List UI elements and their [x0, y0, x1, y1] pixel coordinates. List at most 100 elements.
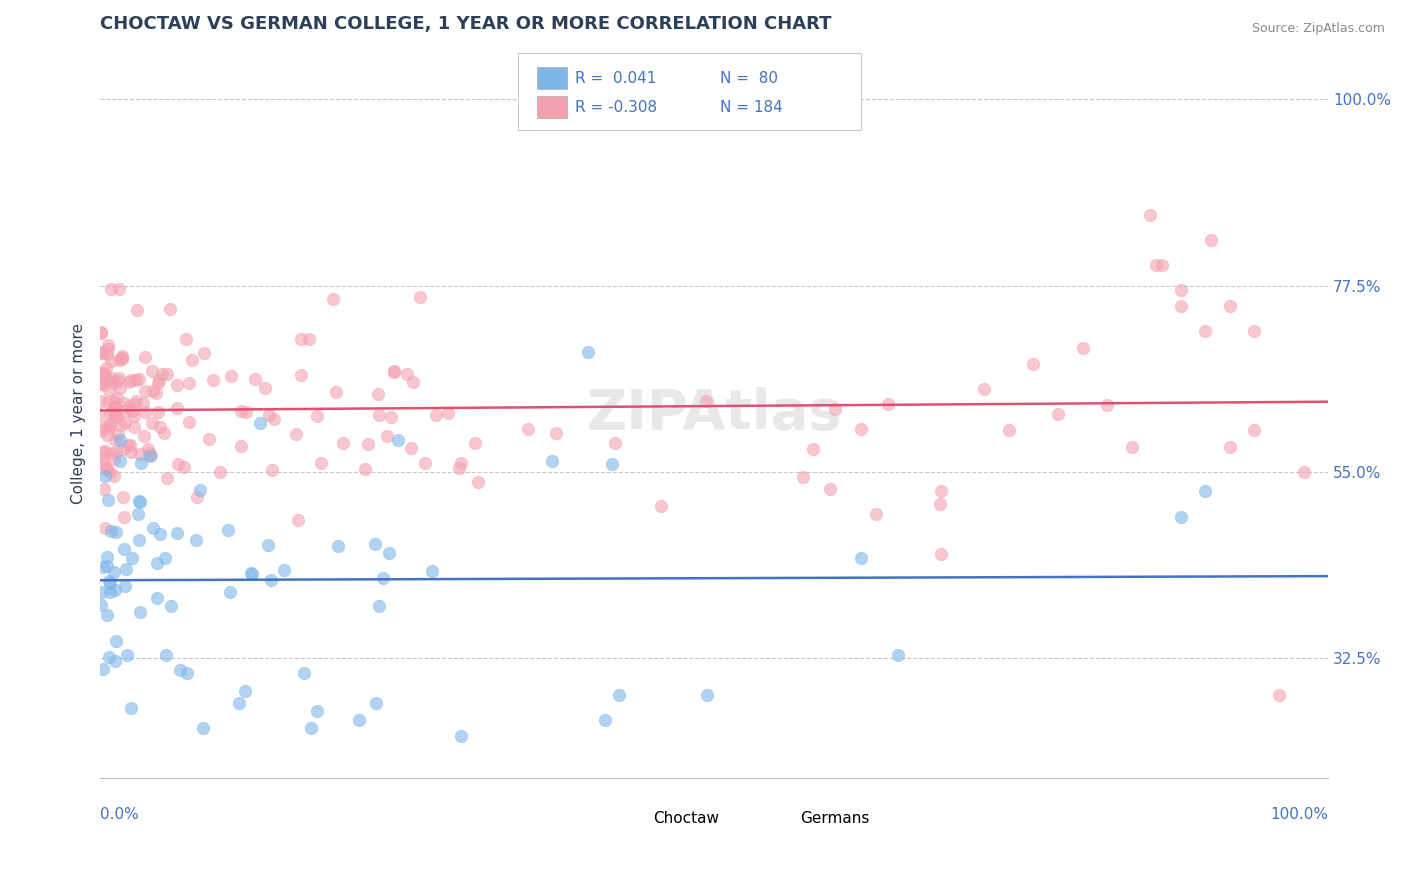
Point	[1201, 233, 1223, 247]
Point	[1139, 208, 1161, 222]
Point	[865, 507, 887, 521]
Point	[364, 536, 387, 550]
Point	[124, 373, 146, 387]
Text: 0.0%: 0.0%	[100, 806, 139, 822]
Point	[110, 418, 132, 433]
Point	[103, 406, 125, 420]
Point	[450, 729, 472, 743]
Point	[249, 416, 271, 430]
Point	[104, 400, 127, 414]
Point	[114, 579, 136, 593]
Point	[96, 463, 118, 477]
Point	[233, 683, 256, 698]
Point	[142, 384, 165, 398]
Point	[1071, 341, 1094, 355]
FancyBboxPatch shape	[537, 96, 567, 119]
Text: 100.0%: 100.0%	[1270, 806, 1329, 822]
Point	[125, 302, 148, 317]
Point	[142, 521, 165, 535]
Point	[467, 475, 489, 489]
Point	[94, 444, 117, 458]
Point	[603, 435, 626, 450]
Point	[929, 483, 952, 498]
Point	[420, 564, 443, 578]
Point	[129, 456, 152, 470]
Point	[94, 360, 117, 375]
Point	[96, 461, 118, 475]
Point	[145, 556, 167, 570]
Point	[132, 428, 155, 442]
Point	[301, 721, 323, 735]
Point	[90, 420, 112, 434]
Point	[128, 372, 150, 386]
Point	[887, 648, 910, 663]
Point	[93, 468, 115, 483]
Text: CHOCTAW VS GERMAN COLLEGE, 1 YEAR OR MORE CORRELATION CHART: CHOCTAW VS GERMAN COLLEGE, 1 YEAR OR MOR…	[100, 15, 831, 33]
Point	[117, 437, 139, 451]
Point	[851, 551, 873, 566]
Point	[257, 409, 280, 423]
Point	[1095, 398, 1118, 412]
Point	[243, 372, 266, 386]
Point	[231, 439, 253, 453]
Point	[546, 425, 568, 440]
Text: Source: ZipAtlas.com: Source: ZipAtlas.com	[1251, 22, 1385, 36]
Point	[1268, 688, 1291, 702]
Point	[368, 599, 391, 613]
Point	[93, 366, 115, 380]
Point	[1152, 258, 1174, 272]
Point	[122, 409, 145, 423]
Point	[820, 482, 842, 496]
Point	[111, 352, 134, 367]
Point	[105, 410, 128, 425]
Point	[128, 533, 150, 548]
Point	[290, 332, 312, 346]
Point	[166, 401, 188, 416]
Point	[98, 406, 121, 420]
Point	[104, 583, 127, 598]
Point	[218, 585, 240, 599]
Point	[209, 465, 232, 479]
Point	[180, 353, 202, 368]
Point	[97, 649, 120, 664]
Point	[929, 497, 952, 511]
Y-axis label: College, 1 year or more: College, 1 year or more	[72, 323, 86, 504]
Point	[167, 457, 190, 471]
Point	[824, 401, 846, 416]
Point	[120, 438, 142, 452]
Point	[184, 533, 207, 548]
Point	[257, 538, 280, 552]
Point	[97, 372, 120, 386]
Point	[138, 449, 160, 463]
Point	[112, 442, 135, 457]
Point	[415, 456, 437, 470]
Text: R = -0.308: R = -0.308	[575, 100, 658, 115]
Point	[90, 376, 112, 390]
Point	[96, 428, 118, 442]
Point	[104, 654, 127, 668]
Point	[112, 396, 135, 410]
Point	[153, 426, 176, 441]
Point	[290, 368, 312, 383]
Point	[347, 713, 370, 727]
Point	[131, 396, 153, 410]
Point	[121, 404, 143, 418]
Point	[425, 408, 447, 422]
Point	[97, 343, 120, 357]
Point	[1170, 283, 1192, 297]
Point	[198, 432, 221, 446]
Point	[177, 415, 200, 429]
Point	[107, 353, 129, 368]
Point	[156, 367, 179, 381]
Point	[193, 345, 215, 359]
Point	[609, 688, 631, 702]
Point	[90, 599, 112, 613]
Point	[122, 397, 145, 411]
Point	[150, 367, 173, 381]
Point	[134, 384, 156, 399]
Point	[98, 584, 121, 599]
Point	[929, 547, 952, 561]
Point	[89, 366, 111, 380]
Point	[103, 376, 125, 390]
Point	[96, 559, 118, 574]
